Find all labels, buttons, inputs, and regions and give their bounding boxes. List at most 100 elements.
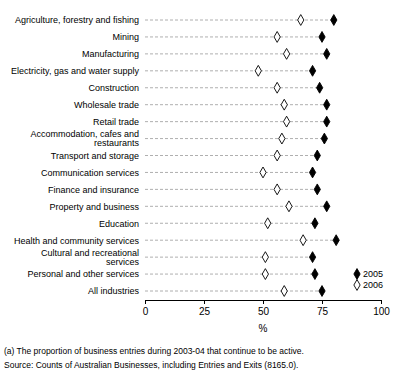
- x-tick: 75: [317, 300, 329, 317]
- y-tick: Mining: [112, 32, 145, 42]
- y-axis: Agriculture, forestry and fishing Mining M…: [11, 15, 145, 296]
- data-point: [312, 218, 318, 229]
- data-point: [314, 184, 320, 195]
- x-tick-label: 75: [317, 306, 329, 317]
- y-tick: Manufacturing: [82, 49, 145, 59]
- y-tick-label: Manufacturing: [82, 49, 139, 59]
- x-axis: 0 25 50 75 100: [143, 300, 391, 317]
- x-tick-mark: [145, 300, 146, 304]
- y-tick: Retail trade: [93, 117, 145, 127]
- data-point: [309, 167, 315, 178]
- data-point: [319, 286, 325, 297]
- data-point: [274, 82, 280, 93]
- data-point: [324, 99, 330, 110]
- data-point: [279, 133, 285, 144]
- x-tick-mark: [263, 300, 264, 304]
- marks: [145, 15, 339, 297]
- data-point: [265, 218, 271, 229]
- plot: 0255075100%Agriculture, forestry and fis…: [11, 15, 390, 334]
- guide-line: [145, 121, 327, 122]
- y-tick: Education: [99, 219, 145, 229]
- y-tick-label: Education: [99, 219, 139, 229]
- x-tick-mark: [322, 300, 323, 304]
- annotation: (a) The proportion of business entries d…: [4, 346, 304, 356]
- x-tick: 0: [143, 300, 149, 317]
- guide-line: [145, 172, 313, 173]
- data-point: [309, 252, 315, 263]
- guide-line: [145, 206, 327, 207]
- y-tick: Agriculture, forestry and fishing: [15, 15, 145, 25]
- data-point: [300, 235, 306, 246]
- legend-label: 2006: [363, 280, 383, 290]
- guide-line: [145, 70, 313, 71]
- y-tick: Property and business: [49, 202, 145, 212]
- legend: 20052006: [354, 269, 383, 291]
- data-point: [255, 65, 261, 76]
- guide-line: [145, 87, 320, 88]
- data-point: [317, 82, 323, 93]
- y-tick-label: Communication services: [41, 168, 140, 178]
- x-tick: 50: [258, 300, 270, 317]
- y-tick-label: Retail trade: [93, 117, 139, 127]
- annotation: Source: Counts of Australian Businesses,…: [4, 360, 298, 370]
- data-point: [283, 48, 289, 59]
- y-tick: Cultural and recreationalservices: [41, 248, 145, 267]
- y-tick: Communication services: [41, 168, 145, 178]
- data-point: [274, 184, 280, 195]
- x-tick-label: 0: [143, 306, 149, 317]
- y-tick-label: Cultural and recreationalservices: [41, 248, 140, 267]
- guide-line: [145, 36, 322, 37]
- series-1: [255, 15, 306, 297]
- y-tick-label-line: services: [106, 257, 140, 267]
- data-point: [331, 15, 337, 26]
- data-point: [281, 286, 287, 297]
- chart: 0255075100%Agriculture, forestry and fis…: [0, 0, 397, 378]
- y-tick-label: Property and business: [49, 202, 139, 212]
- data-point: [262, 269, 268, 280]
- data-point: [274, 150, 280, 161]
- y-tick: Transport and storage: [51, 151, 145, 161]
- guide-line: [145, 104, 327, 105]
- legend-marker: [354, 280, 360, 291]
- legend-label: 2005: [363, 269, 383, 279]
- y-tick-label: Finance and insurance: [48, 185, 139, 195]
- y-tick-label: Electricity, gas and water supply: [11, 66, 139, 76]
- data-point: [324, 201, 330, 212]
- x-axis-line: [146, 301, 382, 305]
- guide-line: [145, 138, 324, 139]
- data-point: [324, 48, 330, 59]
- y-tick-label: All industries: [88, 286, 140, 296]
- data-point: [260, 167, 266, 178]
- guide-line: [145, 189, 317, 190]
- data-point: [324, 116, 330, 127]
- y-tick-label: Agriculture, forestry and fishing: [15, 15, 139, 25]
- x-tick-label: 25: [199, 306, 211, 317]
- guide-line: [145, 274, 315, 275]
- y-tick: Personal and other services: [27, 269, 145, 279]
- data-point: [309, 65, 315, 76]
- x-tick: 25: [199, 300, 211, 317]
- y-tick: Finance and insurance: [48, 185, 145, 195]
- series-0: [309, 15, 339, 297]
- y-tick: Construction: [88, 83, 145, 93]
- y-tick-label: Personal and other services: [27, 269, 139, 279]
- x-tick-mark: [381, 300, 382, 304]
- guide-line: [145, 20, 334, 21]
- data-point: [312, 269, 318, 280]
- data-point: [274, 32, 280, 43]
- x-tick: 100: [373, 300, 390, 317]
- y-tick-label: Mining: [112, 32, 139, 42]
- guide-line: [145, 291, 322, 292]
- guide-line: [145, 223, 315, 224]
- guide-line: [145, 240, 336, 241]
- x-tick-label: 100: [373, 306, 390, 317]
- data-point: [298, 15, 304, 26]
- y-tick: Wholesale trade: [74, 100, 145, 110]
- data-point: [286, 201, 292, 212]
- y-tick-label: Accommodation, cafes andrestaurants: [30, 129, 139, 148]
- data-point: [283, 116, 289, 127]
- y-tick-label: Health and community services: [14, 236, 140, 246]
- data-point: [321, 133, 327, 144]
- data-point: [333, 235, 339, 246]
- guide-line: [145, 155, 317, 156]
